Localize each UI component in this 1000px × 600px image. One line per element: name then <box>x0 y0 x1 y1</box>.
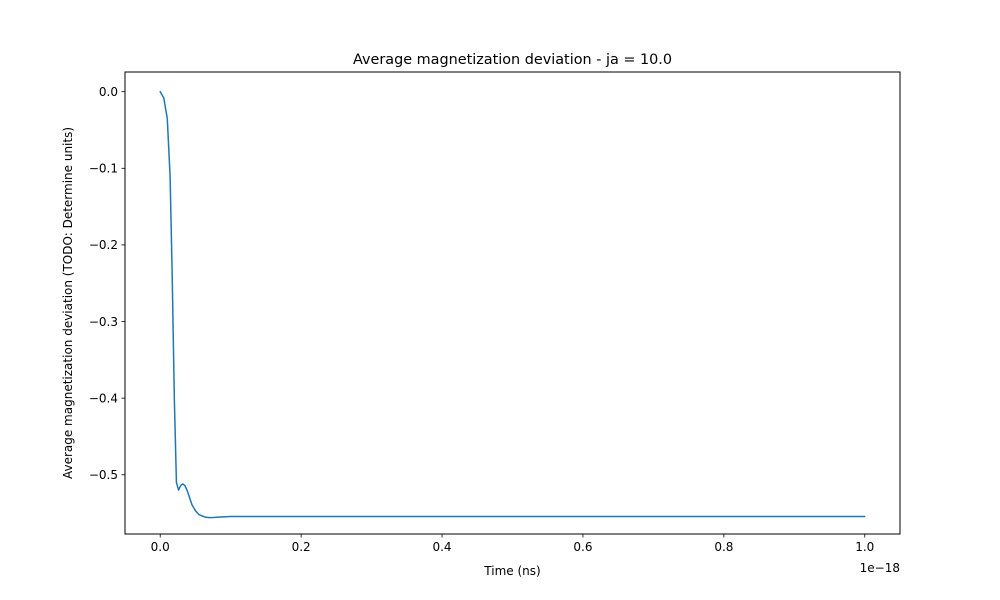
y-axis-ticks: 0.0 −0.1 −0.2 −0.3 −0.4 −0.5 <box>89 85 125 482</box>
x-tick-label: 0.2 <box>292 540 311 554</box>
y-tick-label: −0.1 <box>89 162 118 176</box>
series-line-0 <box>159 90 866 519</box>
x-axis-offset-text: 1e−18 <box>860 561 900 575</box>
y-tick-label: 0.0 <box>99 85 118 99</box>
y-tick-label: −0.2 <box>89 238 118 252</box>
x-tick-label: 0.4 <box>432 540 451 554</box>
chart-title: Average magnetization deviation - ja = 1… <box>353 52 672 68</box>
y-tick-label: −0.3 <box>89 315 118 329</box>
y-tick-label: −0.5 <box>89 468 118 482</box>
x-axis-ticks: 0.0 0.2 0.4 0.6 0.8 1.0 <box>151 534 874 554</box>
y-tick-label: −0.4 <box>89 391 118 405</box>
x-tick-label: 1.0 <box>855 540 874 554</box>
plot-frame <box>124 71 901 535</box>
x-tick-label: 0.6 <box>573 540 592 554</box>
y-axis-label: Average magnetization deviation (TODO: D… <box>61 127 75 479</box>
x-tick-label: 0.0 <box>151 540 170 554</box>
x-tick-label: 0.8 <box>714 540 733 554</box>
plot-series <box>159 90 866 519</box>
x-axis-label: Time (ns) <box>483 564 540 578</box>
